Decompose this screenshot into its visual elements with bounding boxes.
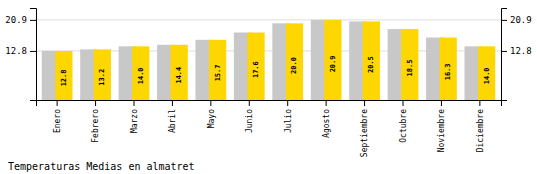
y2-axis: 12.8 20.9: [501, 9, 532, 101]
tick-label: 20.9: [5, 15, 27, 25]
bar: [171, 45, 188, 100]
axis-line: [30, 9, 37, 101]
tick-mark: [210, 100, 211, 106]
tick-mark: [479, 100, 480, 106]
tick-mark: [30, 51, 36, 52]
data-label: 16.3: [444, 63, 452, 80]
tick-mark: [326, 100, 327, 106]
tick-label: Noviembre: [437, 109, 446, 153]
bar: [55, 51, 72, 100]
bar: [286, 23, 303, 100]
grid-line: [36, 19, 501, 20]
x-axis: Enero Febrero Marzo Abril Mayo Junio Julio Agos…: [37, 100, 502, 157]
bar: [401, 29, 418, 100]
tick: Junio: [245, 100, 254, 133]
bar: [324, 20, 341, 100]
tick-mark: [501, 51, 507, 52]
tick-label: Mayo: [207, 109, 216, 128]
tick: Julio: [284, 100, 293, 133]
tick: Mayo: [207, 100, 216, 128]
tick-label: Diciembre: [476, 109, 485, 153]
tick-label: Octubre: [399, 109, 408, 143]
bar: [247, 33, 264, 100]
tick-label: Agosto: [322, 109, 331, 138]
data-label: 12.8: [60, 69, 68, 86]
bar: [440, 38, 457, 100]
title: Temperaturas Medias en almatret: [8, 161, 195, 172]
tick-mark: [501, 20, 507, 21]
axis-line: [502, 9, 508, 101]
data-labels: 12.8 13.2 14.0 14.4 15.7 17.6 20.0 20.9 20.5 18.5…: [60, 56, 491, 87]
bar: [132, 46, 149, 100]
tick: 20.9: [5, 15, 36, 25]
tick: 20.9: [501, 15, 532, 25]
data-label: 20.5: [367, 56, 375, 73]
bar: [478, 46, 495, 100]
data-label: 20.0: [290, 57, 298, 74]
tick-label: Junio: [245, 109, 254, 133]
data-label: 18.5: [406, 60, 414, 77]
tick: 12.8: [5, 46, 36, 56]
tick-mark: [249, 100, 250, 106]
axis-line: [37, 101, 502, 107]
tick-label: Enero: [53, 109, 62, 133]
tick-label: Febrero: [91, 109, 100, 143]
tick-label: Marzo: [130, 109, 139, 133]
bar: [209, 40, 226, 100]
tick: Enero: [53, 100, 62, 133]
tick-mark: [403, 100, 404, 106]
bars: [42, 20, 495, 100]
bar: [94, 49, 111, 100]
tick-mark: [30, 20, 36, 21]
plot: 12.8 13.2 14.0 14.4 15.7 17.6 20.0 20.9 20.5 18.5…: [5, 9, 531, 158]
data-label: 13.2: [98, 69, 106, 86]
data-label: 20.9: [329, 56, 337, 73]
tick-label: 12.8: [5, 46, 27, 56]
tick: Agosto: [322, 100, 331, 138]
tick: Abril: [168, 100, 177, 133]
tick: Diciembre: [476, 100, 485, 152]
tick-label: Septiembre: [360, 109, 369, 157]
tick: 12.8: [501, 46, 532, 56]
tick-label: Julio: [284, 109, 293, 133]
data-label: 14.4: [175, 67, 183, 84]
data-label: 14.0: [483, 67, 491, 84]
tick-mark: [287, 100, 288, 106]
tick: Octubre: [399, 100, 408, 143]
tick: Septiembre: [360, 100, 369, 157]
tick-mark: [364, 100, 365, 106]
tick-mark: [95, 100, 96, 106]
tick-mark: [57, 100, 58, 106]
chart: 12.8 13.2 14.0 14.4 15.7 17.6 20.0 20.9 20.5 18.5…: [0, 0, 537, 174]
tick-mark: [172, 100, 173, 106]
tick-mark: [441, 100, 442, 106]
tick-label: 12.8: [510, 46, 532, 56]
data-label: 17.6: [252, 61, 260, 78]
tick-label: 20.9: [510, 15, 532, 25]
tick-mark: [133, 100, 134, 106]
tick: Noviembre: [437, 100, 446, 152]
tick: Febrero: [91, 100, 100, 143]
bar: [363, 21, 380, 100]
tick: Marzo: [130, 100, 139, 133]
data-label: 14.0: [137, 67, 145, 84]
data-label: 15.7: [214, 64, 222, 81]
tick-label: Abril: [168, 109, 177, 133]
y-axis: 12.8 20.9: [5, 9, 36, 101]
